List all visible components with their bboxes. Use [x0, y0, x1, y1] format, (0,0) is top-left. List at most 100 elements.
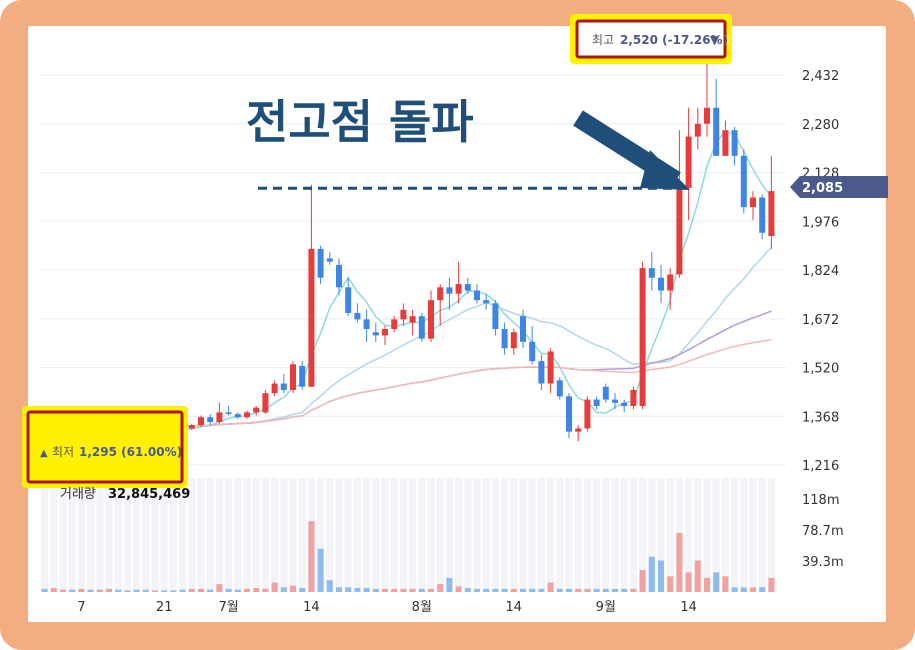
low-badge[interactable]: ▲ 최저 1,295 (61.00%)	[22, 406, 188, 488]
volume-stripe	[436, 478, 444, 592]
candle-body	[584, 399, 591, 429]
volume-bar	[740, 587, 747, 592]
low-badge-label: 최저	[52, 445, 74, 459]
volume-stripe	[123, 478, 131, 592]
candle-body	[326, 258, 333, 262]
high-badge-label: 최고	[592, 33, 614, 47]
date-tick-label: 14	[303, 600, 320, 615]
candle	[676, 130, 683, 278]
candle	[464, 277, 471, 294]
candle	[575, 425, 582, 442]
volume-stripe	[556, 478, 564, 592]
volume-bar	[133, 589, 140, 592]
volume-stripe	[363, 478, 371, 592]
volume-stripe	[482, 478, 490, 592]
volume-bar	[290, 585, 296, 592]
volume-bar	[612, 588, 618, 592]
candle	[740, 149, 747, 214]
volume-bar	[492, 588, 499, 592]
price-tick-label: 1,520	[802, 362, 839, 377]
candle-body	[455, 284, 462, 294]
annotation-headline: 전고점 돌파	[246, 95, 474, 149]
candle-body	[593, 399, 600, 406]
volume-bar	[317, 548, 324, 592]
volume-bar	[538, 588, 545, 592]
candle	[234, 412, 241, 419]
volume-bar	[60, 589, 66, 592]
price-tick-label: 2,280	[802, 118, 839, 133]
volume-stripe	[353, 478, 361, 592]
volume-stripe	[289, 478, 297, 592]
volume-stripe	[648, 478, 656, 592]
volume-readout-label: 거래량	[60, 487, 96, 502]
volume-stripe	[427, 478, 435, 592]
candle	[280, 373, 287, 394]
candle-body	[566, 396, 572, 432]
volume-stripe	[574, 478, 582, 592]
candle-body	[290, 364, 296, 390]
volume-stripe	[464, 478, 472, 592]
volume-stripe	[381, 478, 389, 592]
volume-bar	[731, 587, 738, 592]
volume-bar	[234, 589, 241, 592]
volume-stripe	[261, 478, 269, 592]
volume-bar	[345, 587, 352, 592]
candle	[188, 423, 195, 431]
volume-stripe	[629, 478, 637, 592]
candle-body	[768, 191, 775, 237]
candle	[455, 261, 462, 304]
candle-body	[648, 268, 655, 278]
candle-body	[464, 284, 471, 291]
volume-bar	[115, 589, 122, 592]
volume-bar	[639, 569, 646, 592]
candle-body	[492, 303, 499, 330]
candle	[317, 245, 324, 285]
candle-body	[639, 268, 646, 406]
volume-stripe	[59, 478, 67, 592]
volume-stripe	[537, 478, 545, 592]
volume-bar	[474, 588, 480, 592]
volume-bar	[621, 588, 628, 592]
candle	[602, 383, 609, 403]
candle	[584, 396, 591, 432]
candle-body	[575, 428, 582, 432]
candle	[501, 322, 508, 355]
volume-bar	[262, 588, 269, 592]
volume-bar	[188, 588, 195, 592]
volume-stripe	[593, 478, 601, 592]
candle	[290, 361, 296, 394]
price-tick-label: 1,216	[802, 459, 839, 474]
volume-bar	[354, 588, 361, 592]
candle-body	[501, 329, 508, 349]
candle-body	[676, 187, 683, 275]
volume-bar	[630, 588, 637, 592]
volume-axis: 118m 78.7m 39.3m	[802, 493, 844, 570]
date-axis: 7 21 7월 14 8월 14 9월 14	[77, 600, 697, 615]
volume-bar	[658, 560, 664, 592]
volume-bar	[529, 588, 536, 592]
volume-stripe	[685, 478, 693, 592]
volume-bar	[750, 587, 756, 592]
date-tick-label: 21	[156, 600, 173, 615]
candle	[372, 322, 379, 342]
price-tick-label: 2,432	[802, 69, 839, 84]
candle-body	[750, 197, 756, 208]
candle-body	[225, 412, 232, 415]
volume-bar	[602, 588, 609, 592]
volume-stripe	[767, 478, 775, 592]
candle	[244, 410, 250, 419]
volume-bar	[704, 577, 710, 592]
volume-bar	[483, 588, 490, 592]
high-badge[interactable]: 최고 2,520 (-17.26%) ▼	[570, 14, 732, 64]
date-tick-label: 7	[77, 600, 85, 615]
candle	[418, 312, 425, 342]
current-price-value: 2,085	[802, 181, 843, 196]
date-tick-label: 8월	[412, 600, 432, 615]
candle	[547, 348, 554, 394]
volume-bar	[363, 588, 370, 592]
candle-body	[621, 402, 628, 406]
candle	[658, 264, 664, 304]
volume-bar	[676, 533, 683, 592]
volume-bar	[96, 589, 103, 592]
volume-stripe	[418, 478, 426, 592]
